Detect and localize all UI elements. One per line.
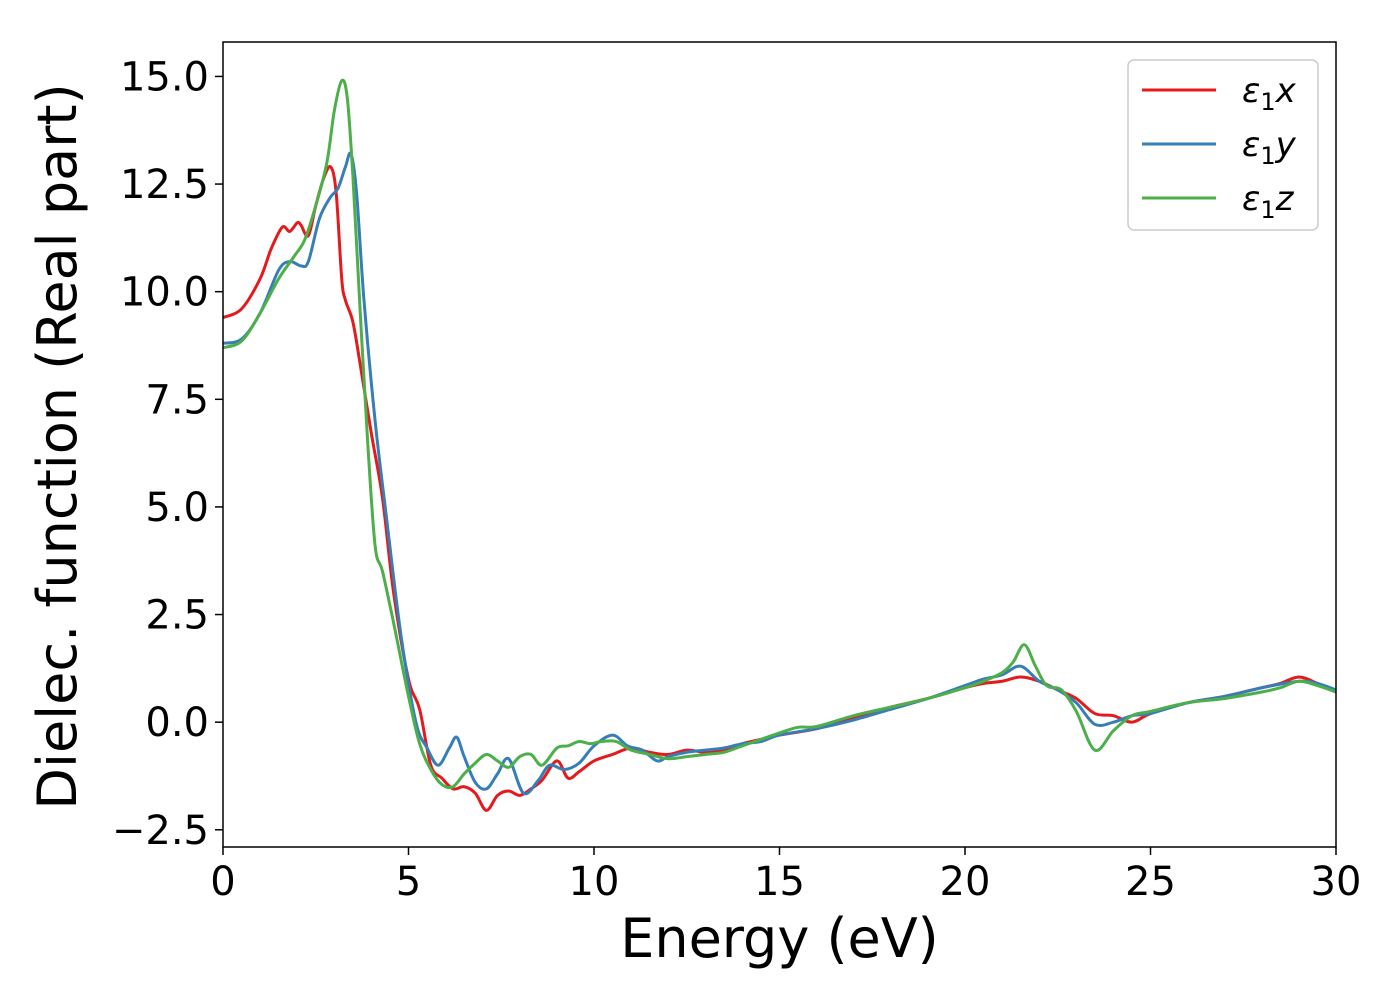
- x-axis-label: Energy (eV): [620, 907, 939, 970]
- x-tick-label: 0: [210, 859, 235, 905]
- series-line-x: [223, 165, 1336, 812]
- plot-area: [223, 78, 1336, 812]
- y-tick-label: −2.5: [112, 808, 209, 854]
- legend-entry-z: ε1z: [1242, 179, 1295, 224]
- y-tick-label: 5.0: [145, 485, 209, 531]
- x-tick-label: 10: [569, 859, 620, 905]
- legend: ε1x ε1y ε1z: [1127, 59, 1319, 231]
- series-line-z: [223, 78, 1336, 790]
- legend-box: [1127, 59, 1319, 231]
- y-tick-label: 10.0: [120, 270, 209, 316]
- axes: 0 5 10 15 20 25 30 −2.5 0.0 2.5 5.0 7.5 10.0 12.5 15.0: [112, 41, 1362, 905]
- x-tick-label: 20: [940, 859, 991, 905]
- x-tick-label: 25: [1125, 859, 1176, 905]
- legend-entry-y: ε1y: [1242, 125, 1297, 170]
- x-tick-label: 15: [754, 859, 805, 905]
- y-tick-label: 2.5: [145, 593, 209, 639]
- x-tick-label: 30: [1311, 859, 1362, 905]
- y-tick-label: 0.0: [145, 700, 209, 746]
- y-tick-label: 15.0: [120, 54, 209, 100]
- x-tick-label: 5: [396, 859, 421, 905]
- y-tick-label: 7.5: [145, 377, 209, 423]
- y-tick-label: 12.5: [120, 162, 209, 208]
- legend-entry-x: ε1x: [1242, 71, 1297, 116]
- y-axis-label: Dielec. function (Real part): [26, 83, 89, 809]
- series-line-y: [223, 151, 1336, 796]
